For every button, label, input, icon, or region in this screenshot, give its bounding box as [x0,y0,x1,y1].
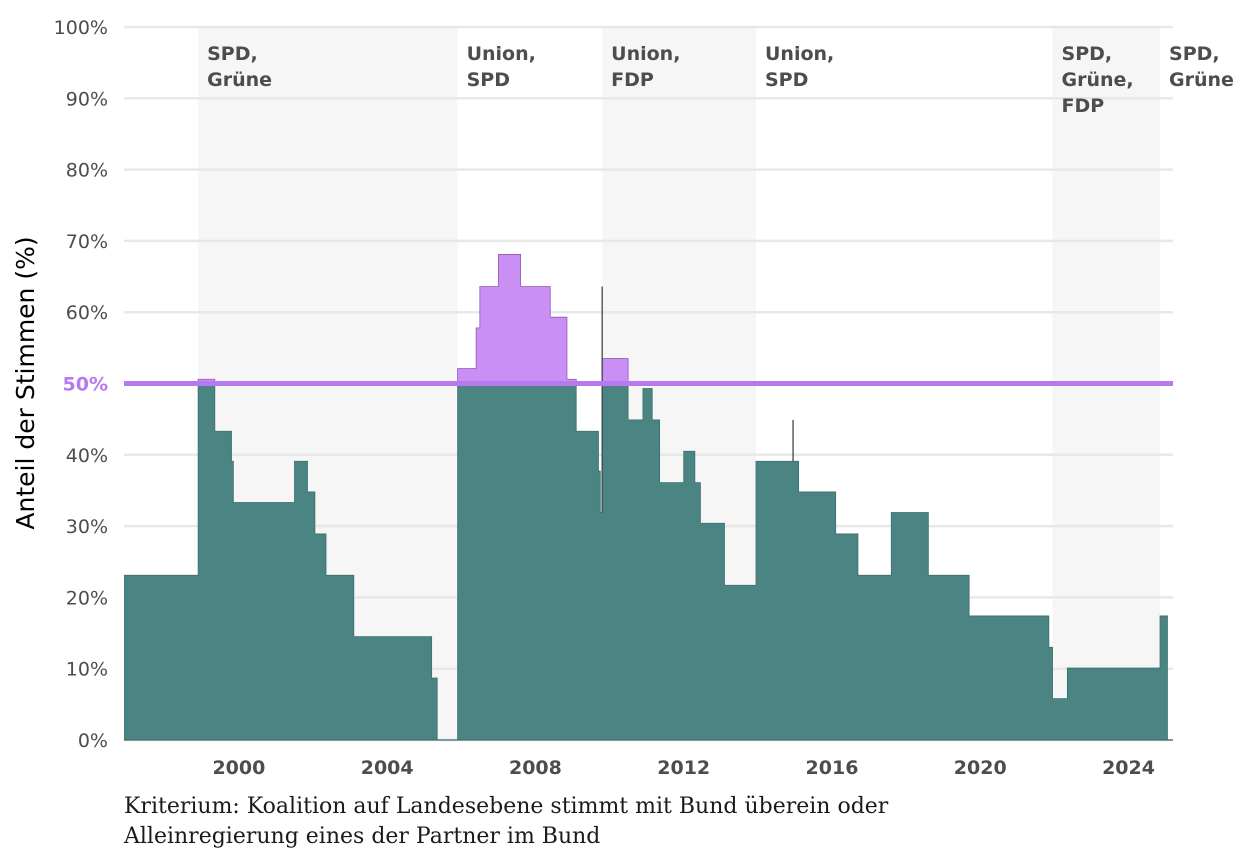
coalition-label-0: SPD, Grüne [207,43,272,91]
caption-line-1: Kriterium: Koalition auf Landesebene sti… [124,794,889,819]
y-tick-label-90: 90% [66,88,108,110]
coalition-label-3: Union, SPD [765,43,834,91]
coalition-label-line: FDP [611,69,654,91]
x-tick-label-2012: 2012 [657,757,710,779]
coalition-label-line: Union, [611,43,680,65]
area-above-threshold [197,254,629,384]
coalition-label-4: SPD, Grüne, FDP [1062,43,1134,117]
coalition-label-line: Grüne [207,69,272,91]
y-tick-label-10: 10% [66,659,108,681]
y-tick-label-20: 20% [66,587,108,609]
coalition-label-line: Grüne [1169,69,1234,91]
coalition-label-5: SPD, Grüne [1169,43,1234,91]
coalition-label-line: Union, [467,43,536,65]
x-axis-tick-labels: 2000 2004 2008 2012 2016 2020 2024 [212,757,1155,779]
y-tick-label-100: 100% [54,17,108,39]
y-tick-label-80: 80% [66,160,108,182]
coalition-label-line: SPD [765,69,808,91]
y-tick-label-0: 0% [78,730,108,752]
coalition-label-line: SPD, [1062,43,1113,65]
y-tick-label-70: 70% [66,231,108,253]
x-tick-label-2016: 2016 [806,757,859,779]
threshold-label: 50% [63,374,108,396]
coalition-label-2: Union, FDP [611,43,680,91]
x-tick-label-2000: 2000 [212,757,265,779]
y-axis-tick-labels: 0% 10% 20% 30% 40% 50% 60% 70% 80% 90% 100% [54,17,108,752]
coalition-label-line: SPD [467,69,510,91]
x-tick-label-2024: 2024 [1102,757,1155,779]
y-tick-label-30: 30% [66,516,108,538]
x-tick-label-2020: 2020 [954,757,1007,779]
coalition-label-line: Union, [765,43,834,65]
coalition-label-line: SPD, [1169,43,1220,65]
coalition-label-line: Grüne, [1062,69,1134,91]
spike-lines [601,286,794,513]
vote-share-area [124,254,1173,741]
y-axis-label: Anteil der Stimmen (%) [11,236,40,529]
coalition-label-1: Union, SPD [467,43,536,91]
coalition-labels: SPD, Grüne Union, SPD Union, FDP Union, SPD SPD,… [207,43,1234,117]
caption: Kriterium: Koalition auf Landesebene sti… [124,792,888,852]
coalition-label-line: FDP [1062,95,1105,117]
caption-line-2: Alleinregierung eines der Partner im Bun… [124,824,601,849]
coalition-label-line: SPD, [207,43,258,65]
y-tick-label-60: 60% [66,302,108,324]
x-tick-label-2008: 2008 [509,757,562,779]
y-tick-label-40: 40% [66,445,108,467]
area-below-threshold [124,383,1168,741]
x-tick-label-2004: 2004 [361,757,414,779]
